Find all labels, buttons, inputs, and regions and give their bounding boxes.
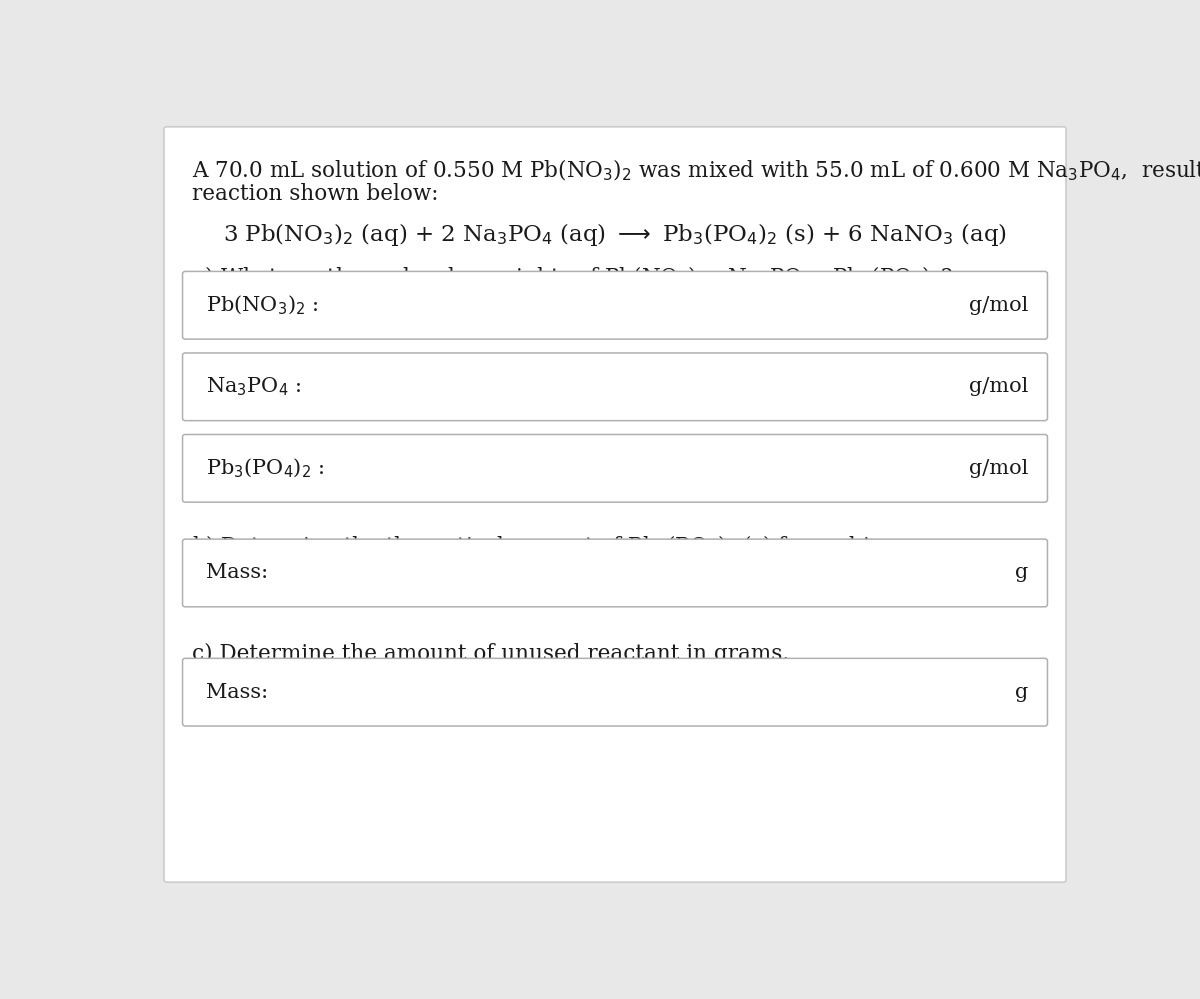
FancyBboxPatch shape [182,435,1048,502]
Text: Na$_3$PO$_4$ :: Na$_3$PO$_4$ : [206,376,301,399]
Text: g/mol: g/mol [968,459,1028,478]
FancyBboxPatch shape [164,127,1066,882]
Text: a) What are the molecular weights of Pb(NO$_3$)$_2$,  Na$_3$PO$_4$,  Pb$_3$(PO$_: a) What are the molecular weights of Pb(… [192,265,953,292]
FancyBboxPatch shape [182,658,1048,726]
FancyBboxPatch shape [182,539,1048,606]
Text: g: g [1015,563,1028,582]
Text: reaction shown below:: reaction shown below: [192,183,438,205]
Text: Pb$_3$(PO$_4$)$_2$ :: Pb$_3$(PO$_4$)$_2$ : [206,457,324,480]
Text: Mass:: Mass: [206,682,268,701]
Text: 3 Pb(NO$_3$)$_2$ (aq) + 2 Na$_3$PO$_4$ (aq) $\longrightarrow$ Pb$_3$(PO$_4$)$_2$: 3 Pb(NO$_3$)$_2$ (aq) + 2 Na$_3$PO$_4$ (… [223,222,1007,249]
Text: c) Determine the amount of unused reactant in grams.: c) Determine the amount of unused reacta… [192,643,788,665]
Text: Pb(NO$_3$)$_2$ :: Pb(NO$_3$)$_2$ : [206,294,319,317]
Text: Mass:: Mass: [206,563,268,582]
FancyBboxPatch shape [182,353,1048,421]
Text: A 70.0 mL solution of 0.550 M Pb(NO$_3$)$_2$ was mixed with 55.0 mL of 0.600 M N: A 70.0 mL solution of 0.550 M Pb(NO$_3$)… [192,157,1200,184]
Text: g: g [1015,682,1028,701]
Text: g/mol: g/mol [968,296,1028,315]
Text: b) Determine the theoretical amount of Pb$_3$(PO$_4$)$_2$ (s) formed in grams.: b) Determine the theoretical amount of P… [192,532,965,560]
FancyBboxPatch shape [182,272,1048,339]
Text: g/mol: g/mol [968,378,1028,397]
